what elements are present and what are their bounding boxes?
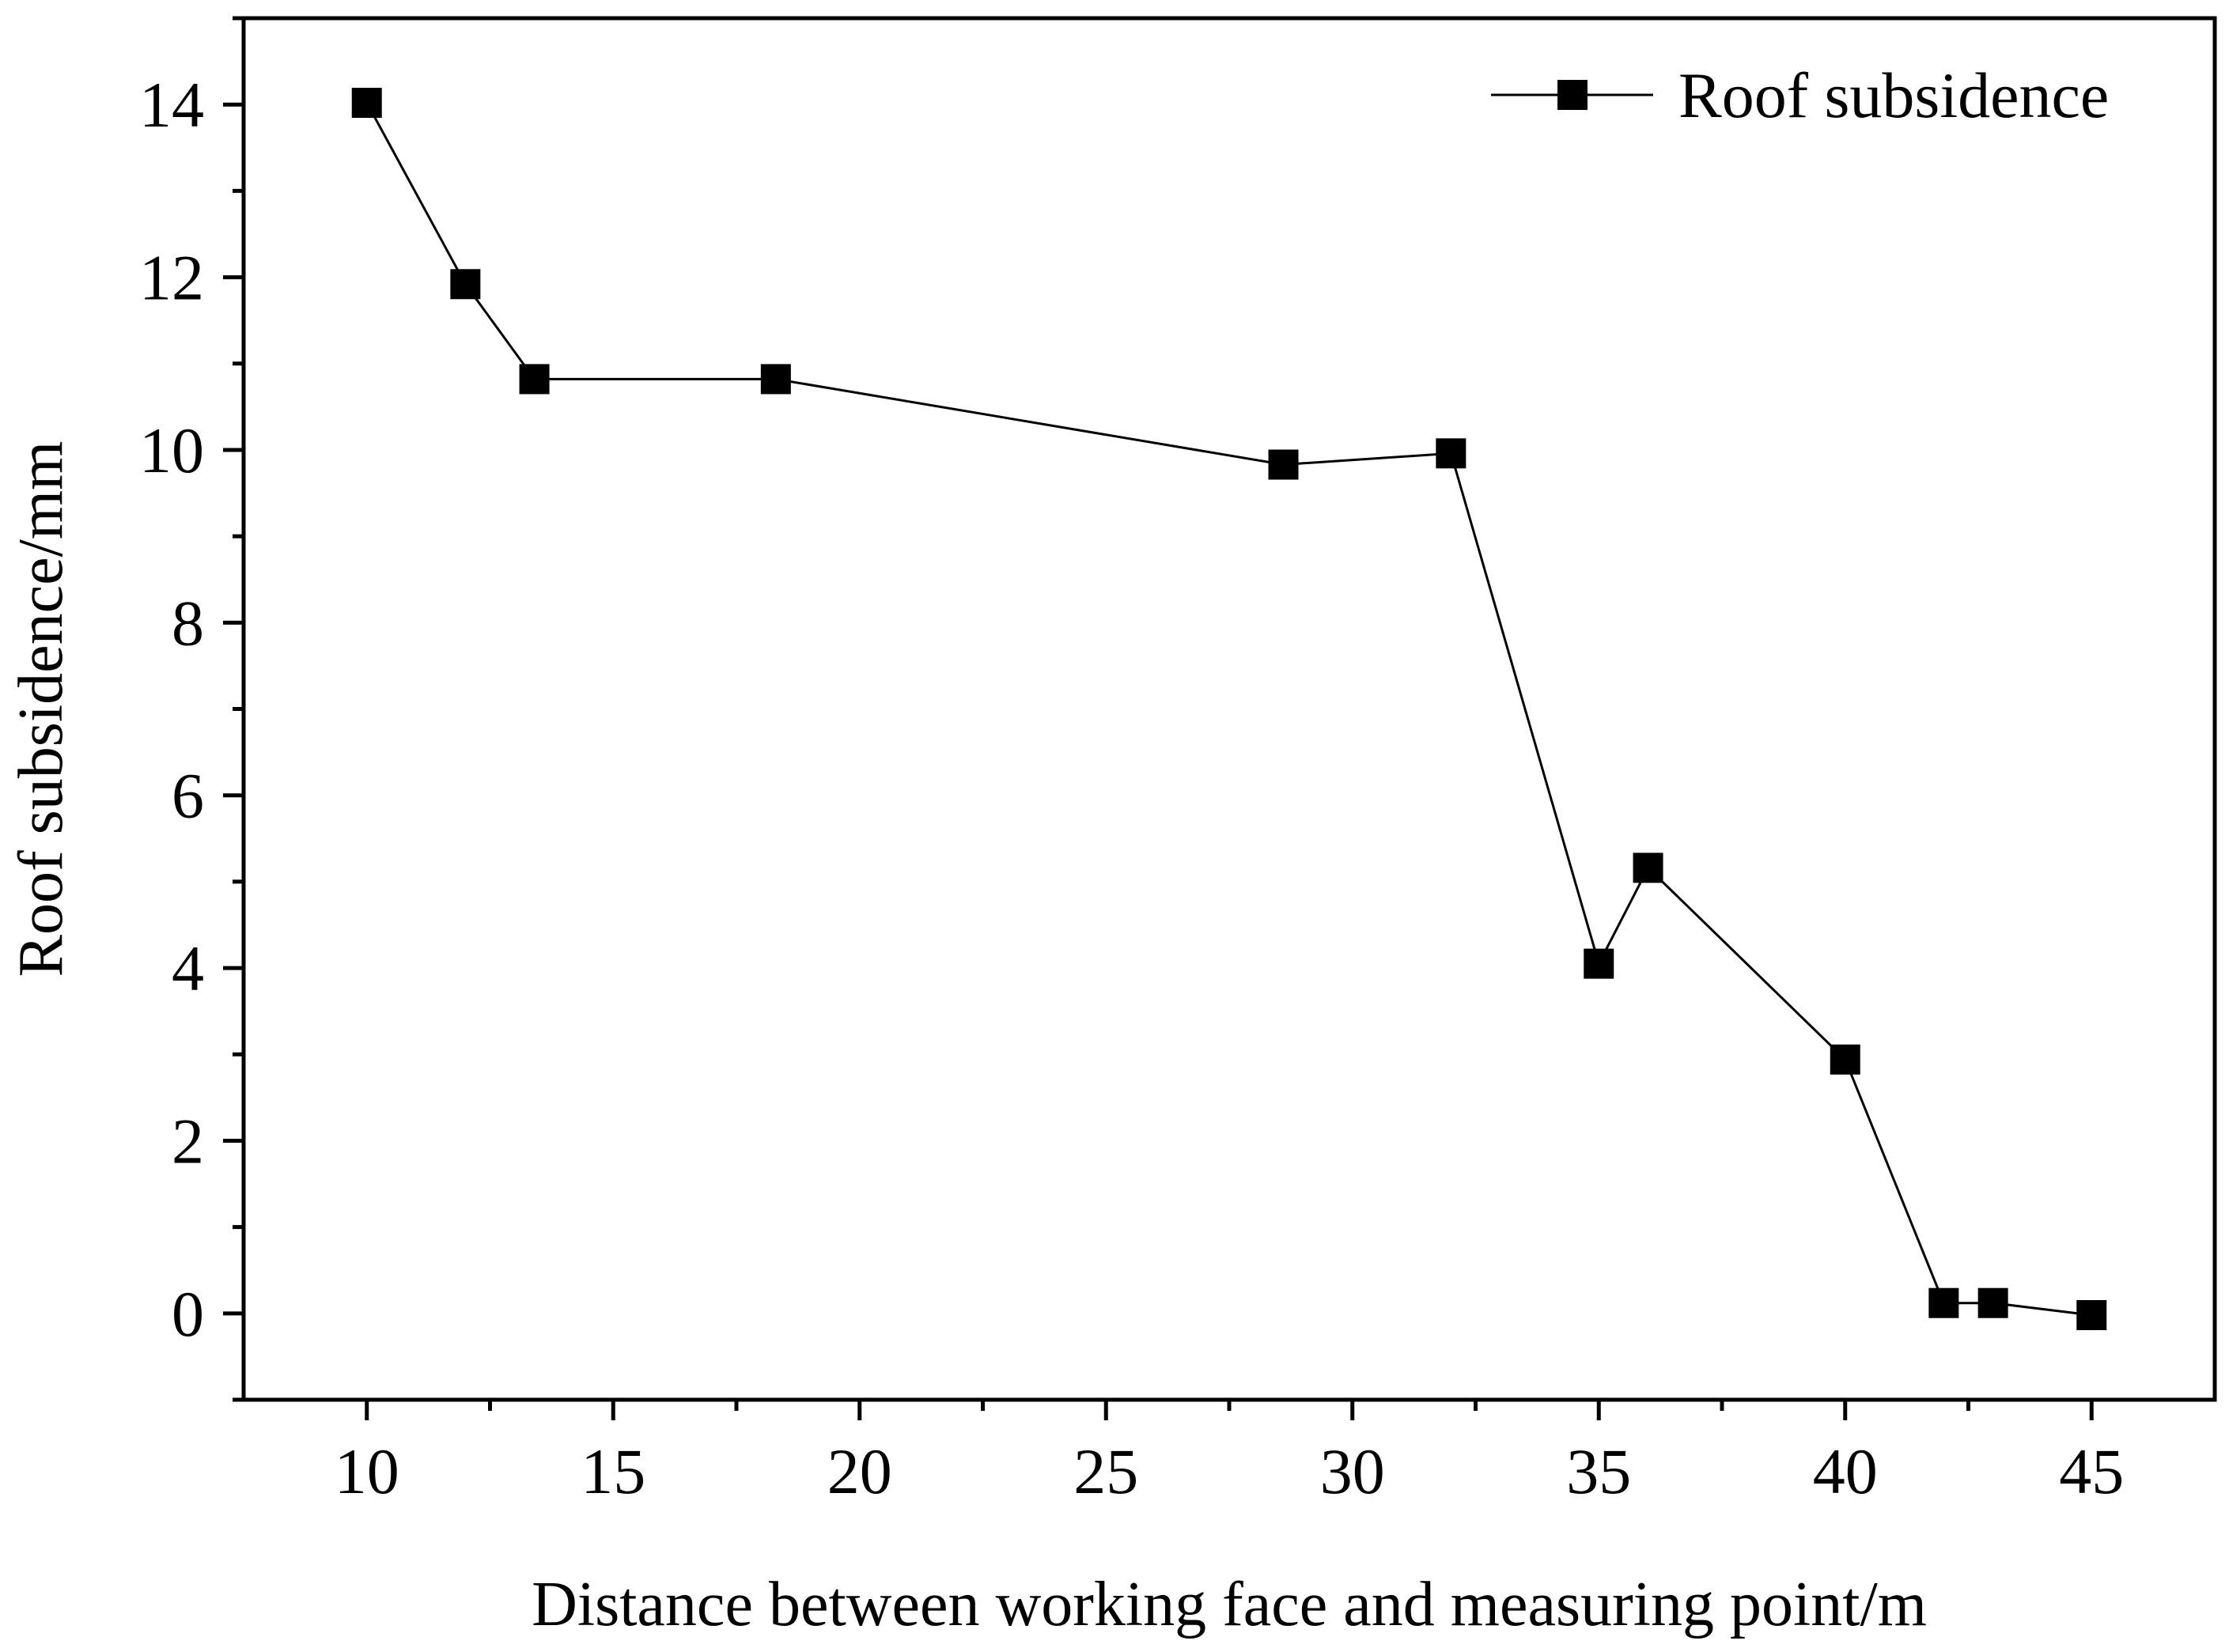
y-tick-label: 2 [172,1105,204,1177]
y-tick-label: 8 [172,587,204,659]
data-point-marker [1436,438,1466,469]
x-tick-label: 15 [581,1435,645,1507]
x-axis-label: Distance between working face and measur… [532,1570,1927,1639]
legend-label: Roof subsidence [1678,59,2109,131]
y-tick-label: 4 [172,932,204,1004]
x-tick-label: 40 [1813,1435,1878,1507]
data-point-marker [1977,1287,2008,1318]
y-tick-label: 0 [172,1278,204,1350]
x-tick-label: 10 [335,1435,399,1507]
data-point-marker [351,88,382,119]
y-tick-label: 10 [139,414,204,486]
data-point-marker [1633,852,1663,883]
y-axis-ticks: 0 2 4 6 8 10 12 14 [139,16,244,1402]
x-tick-label: 25 [1073,1435,1138,1507]
y-tick-label: 12 [139,242,204,314]
data-point-marker [1928,1287,1959,1318]
data-point-marker [2076,1299,2107,1330]
x-tick-label: 20 [827,1435,892,1507]
y-tick-label: 14 [139,69,204,141]
legend: Roof subsidence [1491,59,2109,131]
y-axis-label: Roof subsidence/mm [6,441,76,977]
legend-marker [1557,80,1588,110]
x-tick-label: 45 [2059,1435,2124,1507]
data-point-marker [1830,1044,1860,1075]
data-point-marker [1584,948,1614,979]
data-point-marker [519,364,550,395]
x-tick-label: 30 [1320,1435,1385,1507]
y-tick-label: 6 [172,760,204,832]
data-point-marker [1268,449,1299,480]
x-tick-label: 35 [1566,1435,1631,1507]
series-layer [351,88,2107,1330]
data-point-marker [450,269,481,300]
x-axis-ticks: 10 15 20 25 30 35 40 45 [335,1400,2124,1507]
data-point-marker [760,364,791,395]
